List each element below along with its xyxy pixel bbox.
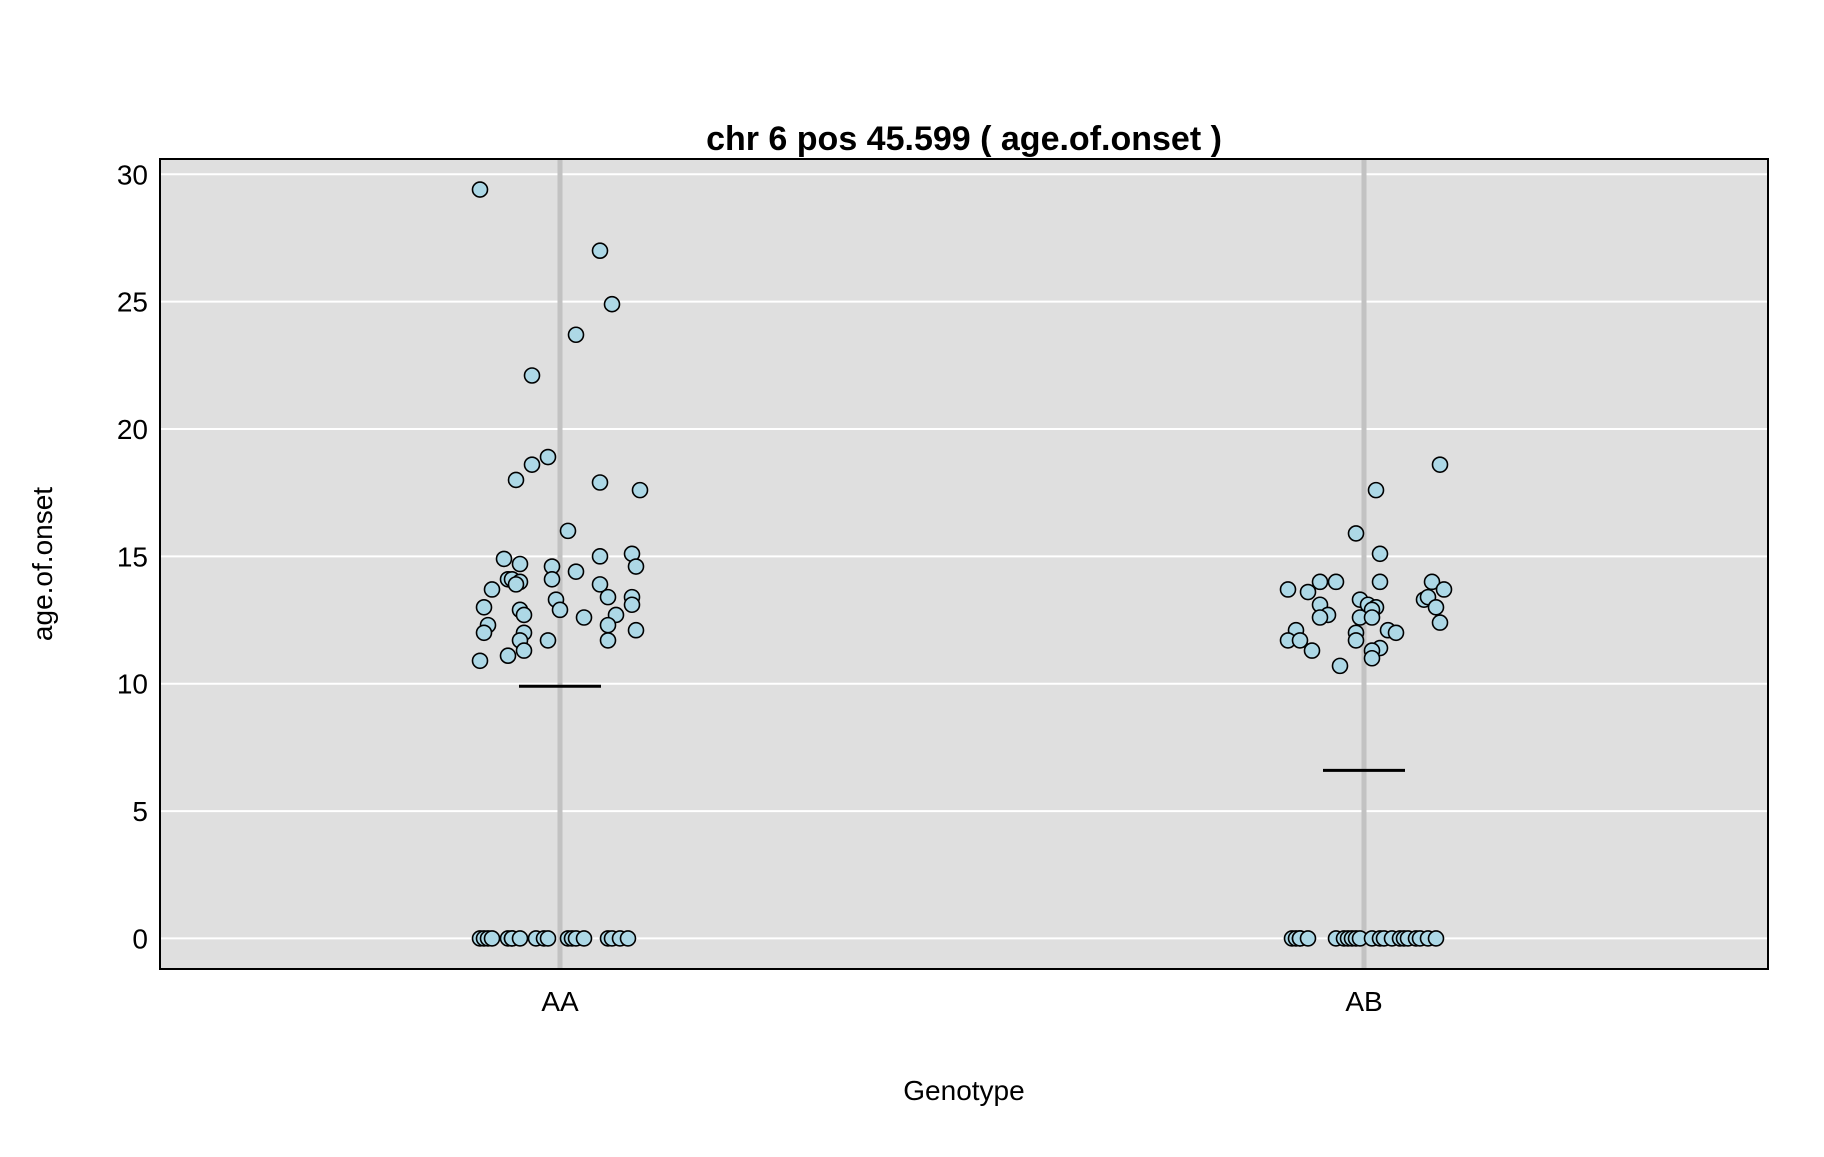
data-point [1299, 930, 1317, 947]
data-point [575, 930, 593, 947]
data-point [1431, 456, 1449, 473]
data-point [599, 616, 617, 634]
data-point [1423, 573, 1441, 591]
x-tick-label: AA [541, 986, 579, 1017]
data-point [483, 581, 501, 598]
y-tick-label: 15 [117, 541, 148, 572]
data-point [627, 621, 645, 639]
data-point [623, 596, 641, 614]
data-point [559, 522, 577, 540]
data-point [603, 295, 621, 313]
y-tick-label: 5 [132, 796, 148, 827]
data-point [1387, 624, 1405, 642]
chart-title: chr 6 pos 45.599 ( age.of.onset ) [706, 120, 1222, 158]
data-point [575, 609, 593, 626]
data-point [1347, 525, 1365, 542]
x-axis-label: Genotype [903, 1075, 1024, 1106]
y-tick-label: 25 [117, 287, 148, 318]
data-point [475, 599, 493, 616]
data-point [523, 367, 541, 384]
data-point [599, 588, 617, 606]
data-point [1331, 657, 1349, 675]
data-point [483, 930, 501, 947]
data-point [1427, 930, 1445, 947]
data-point [1303, 642, 1321, 659]
x-tick-label: AB [1345, 986, 1382, 1017]
data-point [591, 576, 609, 593]
data-point [599, 632, 617, 649]
data-point [1363, 609, 1381, 626]
y-tick-label: 20 [117, 414, 148, 445]
data-point [1363, 649, 1381, 667]
data-point [1435, 581, 1453, 598]
data-point [495, 550, 513, 568]
data-point [1327, 573, 1345, 591]
data-point [1279, 581, 1297, 598]
data-point [631, 481, 649, 499]
data-point [539, 632, 557, 649]
data-point [551, 601, 569, 619]
data-point [471, 652, 489, 670]
mean-lines [519, 684, 1405, 772]
plot-panel [160, 159, 1768, 969]
data-point [515, 642, 533, 659]
grid-lines [160, 173, 1768, 940]
category-lines [557, 159, 1367, 969]
data-point [507, 576, 525, 593]
data-point [1371, 573, 1389, 591]
data-point [627, 558, 645, 575]
data-point [539, 930, 557, 947]
data-point [1311, 609, 1329, 626]
data-point [475, 624, 493, 642]
data-point [499, 647, 517, 664]
data-point [543, 570, 561, 588]
data-point [1347, 632, 1365, 649]
data-point [511, 555, 529, 573]
data-point [567, 563, 585, 580]
data-point [591, 548, 609, 565]
data-point [539, 448, 557, 466]
data-point [471, 181, 489, 198]
data-point [591, 474, 609, 491]
y-tick-label: 0 [132, 923, 148, 954]
data-point [1299, 583, 1317, 601]
data-point [1367, 481, 1385, 499]
data-point [523, 456, 541, 473]
data-point [1431, 614, 1449, 631]
data-point [1291, 632, 1309, 649]
data-point [515, 606, 533, 624]
data-point [1311, 573, 1329, 591]
data-point [619, 930, 637, 947]
plot-border [159, 158, 1769, 970]
y-axis-label: age.of.onset [27, 487, 58, 641]
data-points [471, 181, 1453, 947]
y-axis-ticks: 0 5 10 15 20 25 30 [117, 159, 148, 954]
data-point [567, 326, 585, 344]
y-tick-label: 30 [117, 159, 148, 190]
data-point [591, 242, 609, 259]
x-axis-ticks: AA AB [541, 986, 1382, 1017]
data-point [1427, 599, 1445, 616]
data-point [511, 930, 529, 947]
data-point [1371, 545, 1389, 563]
y-tick-label: 10 [117, 669, 148, 700]
data-point [507, 471, 525, 489]
